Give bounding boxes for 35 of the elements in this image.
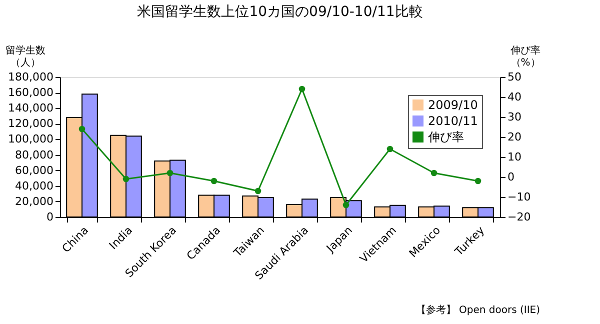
legend-label: 2010/11 bbox=[428, 114, 478, 128]
point bbox=[210, 178, 218, 184]
point bbox=[386, 146, 394, 152]
point bbox=[78, 126, 86, 132]
y-tick-label: 100,000 bbox=[8, 132, 54, 146]
legend-label: 2009/10 bbox=[428, 98, 478, 112]
y2-tick-label: −10 bbox=[508, 190, 531, 204]
point bbox=[474, 178, 482, 184]
y-tick-label: 80,000 bbox=[15, 148, 54, 162]
y-tick-label: 60,000 bbox=[15, 164, 54, 177]
y2-tick-label: 20 bbox=[508, 130, 522, 144]
y2-tick-label: 30 bbox=[508, 110, 522, 124]
point bbox=[166, 170, 174, 176]
y-tick-label: 40,000 bbox=[15, 179, 54, 192]
chart-title: 米国留学生数上位10カ国の09/10-10/11比較 bbox=[137, 4, 423, 20]
text: 【参考】 Open doors (IIE) bbox=[416, 304, 540, 316]
point bbox=[298, 86, 306, 92]
y-axis-title: 留学生数（人） bbox=[6, 44, 46, 68]
point bbox=[254, 188, 262, 194]
y-tick-label: 140,000 bbox=[8, 102, 54, 115]
y-tick-label: 0 bbox=[46, 210, 54, 224]
y-tick-label: 160,000 bbox=[8, 86, 54, 100]
point bbox=[430, 170, 438, 176]
y-tick-label: 120,000 bbox=[8, 117, 54, 130]
y-tick-label: 180,000 bbox=[8, 70, 54, 84]
point bbox=[342, 202, 350, 208]
y2-tick-label: 0 bbox=[508, 170, 514, 184]
point bbox=[122, 176, 130, 182]
y2-axis-title: 伸び率（%） bbox=[510, 44, 540, 68]
y2-tick-label: 50 bbox=[508, 70, 522, 84]
y2-tick-label: 40 bbox=[508, 90, 522, 104]
legend-label: 伸び率 bbox=[427, 130, 464, 144]
y2-tick-label: −20 bbox=[508, 210, 531, 224]
y-tick-label: 20,000 bbox=[15, 194, 54, 208]
y2-tick-label: 10 bbox=[508, 150, 522, 164]
